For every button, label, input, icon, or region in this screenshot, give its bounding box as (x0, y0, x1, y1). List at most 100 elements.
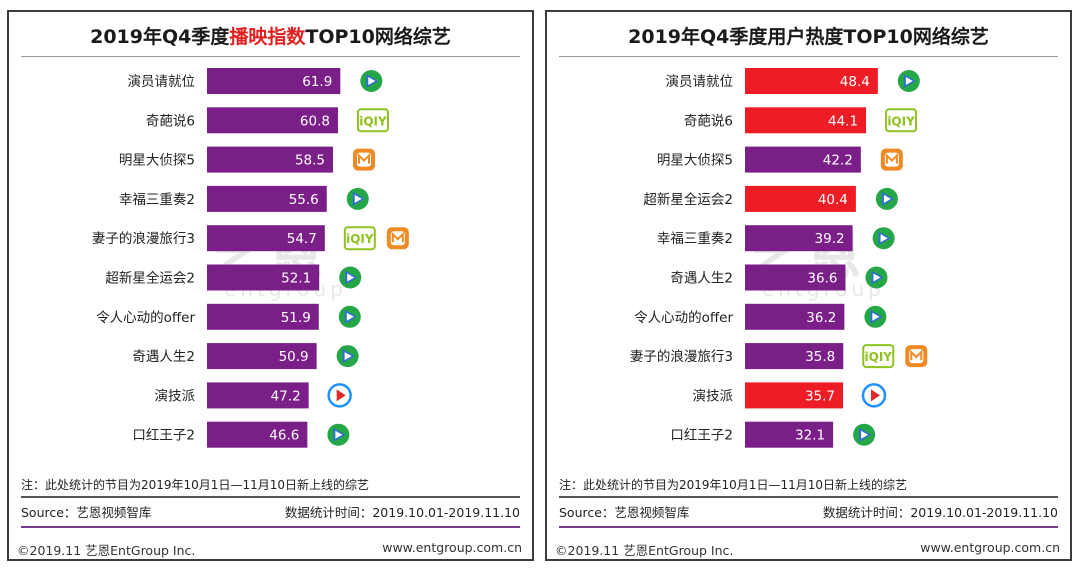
bar (207, 225, 325, 252)
value-label: 52.1 (281, 271, 311, 287)
iqiyi-platform-icon: iQIY (885, 108, 918, 133)
value-label: 47.2 (271, 388, 301, 404)
mango-platform-icon (386, 227, 409, 250)
value-label: 55.6 (289, 192, 319, 208)
value-label: 58.5 (295, 153, 325, 169)
right-source: Source：艺恩视频智库 (559, 505, 690, 520)
bar (745, 264, 846, 291)
right-bottom-divider (559, 526, 1058, 528)
tencent-platform-icon (338, 305, 361, 328)
tencent-platform-icon (864, 305, 887, 328)
tencent-platform-icon (875, 187, 898, 210)
bar (745, 421, 834, 448)
category-label: 令人心动的offer (634, 310, 733, 326)
left-footer-divider (21, 496, 520, 498)
category-label: 奇遇人生2 (670, 270, 733, 287)
iqiyi-icon-text: iQIY (887, 114, 915, 128)
iqiyi-platform-icon: iQIY (356, 108, 389, 133)
mango-icon-m (358, 153, 370, 164)
value-label: 35.7 (805, 388, 835, 404)
mango-platform-icon (353, 148, 375, 171)
iqiyi-icon-frame (343, 226, 376, 251)
value-label: 60.8 (300, 113, 330, 129)
tencent-platform-icon (897, 70, 920, 92)
value-label: 36.2 (806, 310, 836, 326)
bar (745, 107, 867, 134)
right-footer-divider (559, 496, 1058, 498)
tencent-icon-play-inner (872, 312, 880, 321)
bar (745, 382, 843, 409)
youku-platform-icon (327, 383, 352, 408)
left-chart-panel: 2019年Q4季度播映指数TOP10网络综艺 艺恩 entgroup 演员请就位… (7, 10, 534, 561)
right-chart-panel: 2019年Q4季度用户热度TOP10网络综艺 艺恩 entgroup 演员请就位… (545, 10, 1072, 561)
category-label: 演员请就位 (666, 74, 734, 90)
tencent-platform-icon (336, 345, 359, 368)
bar (207, 107, 338, 134)
bar (745, 225, 853, 252)
iqiyi-icon-text: iQIY (359, 114, 387, 128)
tencent-icon-play-inner (905, 77, 913, 85)
tencent-icon-play-inner (883, 194, 891, 203)
bar (207, 146, 333, 173)
right-period: 数据统计时间：2019.10.01-2019.11.10 (822, 505, 1058, 520)
left-bottom-divider (21, 526, 520, 528)
category-label: 妻子的浪漫旅行3 (630, 349, 733, 365)
value-label: 51.9 (281, 310, 311, 326)
bar (207, 421, 308, 448)
bar (207, 343, 317, 370)
youku-platform-icon (861, 383, 887, 408)
right-website-link[interactable]: www.entgroup.com.cn (920, 540, 1060, 555)
iqiyi-platform-icon: iQIY (343, 226, 376, 251)
value-label: 44.1 (828, 113, 858, 129)
right-title-divider (559, 56, 1058, 57)
category-label: 演技派 (693, 388, 734, 404)
category-label: 奇遇人生2 (132, 348, 195, 365)
category-label: 奇葩说6 (146, 112, 195, 129)
tencent-icon-play-inner (347, 273, 355, 282)
left-chart-title: 2019年Q4季度播映指数TOP10网络综艺 (90, 26, 451, 48)
tencent-icon-play-inner (354, 194, 362, 203)
value-label: 32.1 (795, 428, 825, 444)
youku-icon-play (336, 389, 346, 402)
tencent-icon-play-inner (861, 430, 869, 439)
left-source: Source：艺恩视频智库 (21, 505, 152, 520)
value-label: 61.9 (302, 74, 332, 90)
bar (207, 68, 341, 94)
tencent-icon-play-inner (346, 312, 354, 321)
category-label: 令人心动的offer (96, 310, 195, 326)
bar (745, 303, 845, 330)
value-label: 36.6 (807, 271, 837, 287)
mango-icon-m (910, 349, 923, 361)
value-label: 46.6 (269, 428, 299, 444)
category-label: 奇葩说6 (684, 112, 733, 129)
bar (745, 68, 878, 94)
right-chart-title: 2019年Q4季度用户热度TOP10网络综艺 (628, 26, 989, 48)
value-label: 50.9 (279, 349, 309, 365)
category-label: 幸福三重奏2 (119, 192, 195, 208)
bar (207, 303, 319, 330)
right-bar-chart: 演员请就位 48.4 奇葩说6 44.1 iQIY 明星大侦探5 42.2 超新星全运会2 40… (630, 68, 928, 448)
youku-icon-play (871, 389, 880, 402)
category-label: 超新星全运会2 (105, 270, 195, 287)
left-period: 数据统计时间：2019.10.01-2019.11.10 (284, 505, 520, 520)
right-note: 注：此处统计的节目为2019年10月1日—11月10日新上线的综艺 (559, 478, 907, 492)
iqiyi-icon-frame (862, 344, 895, 369)
value-label: 35.8 (805, 349, 835, 365)
tencent-icon-play-inner (880, 234, 888, 243)
category-label: 明星大侦探5 (119, 153, 195, 169)
tencent-platform-icon (853, 423, 876, 446)
category-label: 演员请就位 (128, 74, 196, 90)
category-label: 幸福三重奏2 (657, 231, 733, 247)
bar (745, 146, 861, 173)
category-label: 演技派 (155, 388, 196, 404)
category-label: 超新星全运会2 (643, 191, 733, 208)
mango-platform-icon (880, 148, 903, 171)
iqiyi-platform-icon: iQIY (862, 344, 895, 369)
iqiyi-icon-frame (885, 108, 918, 133)
left-website-link[interactable]: www.entgroup.com.cn (382, 540, 522, 555)
value-label: 42.2 (823, 153, 853, 169)
category-label: 妻子的浪漫旅行3 (92, 231, 195, 247)
iqiyi-icon-frame (356, 108, 389, 133)
tencent-icon-play-inner (873, 273, 881, 282)
left-copyright: ©2019.11 艺恩EntGroup Inc. (17, 543, 196, 558)
